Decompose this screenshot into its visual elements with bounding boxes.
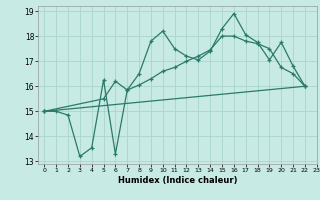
X-axis label: Humidex (Indice chaleur): Humidex (Indice chaleur) [118, 176, 237, 185]
